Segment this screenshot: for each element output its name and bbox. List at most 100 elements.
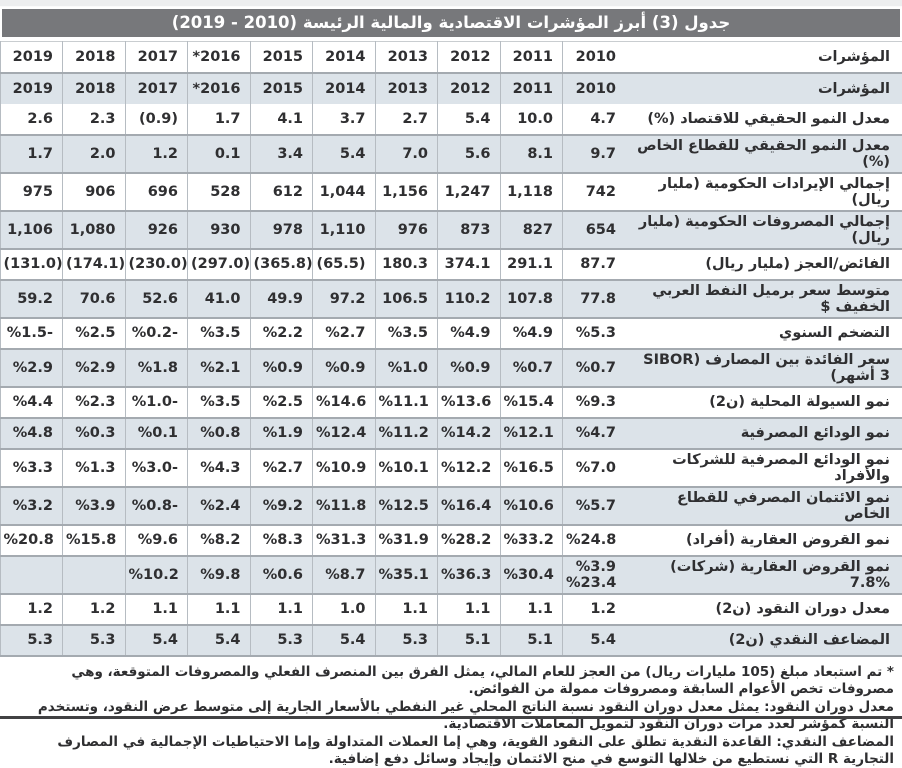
- row-label: معدل دوران النقود (ن2): [715, 601, 890, 617]
- value-cell: %2.9: [62, 348, 125, 387]
- value-cell: %1.5-: [0, 317, 63, 349]
- value-cell: %33.2: [499, 524, 563, 556]
- value-cell: 1,044: [312, 172, 375, 211]
- value-cell: (65.5): [312, 248, 375, 280]
- value-cell: %0.7: [499, 348, 563, 387]
- value-cell: %3.9 %23.4: [562, 555, 625, 594]
- value-cell: 976: [374, 210, 438, 249]
- value-cell: 374.1: [437, 248, 500, 280]
- value-cell: %3.5: [187, 386, 250, 418]
- table-row: متوسط سعر برميل النفط العربي الخفيف $ 77.…: [0, 279, 902, 318]
- value-cell: 2.7: [374, 103, 438, 135]
- value-cell: 1,247: [437, 172, 500, 211]
- value-cell: 5.4: [312, 134, 375, 173]
- value-cell: 5.1: [437, 624, 500, 656]
- value-cell: %28.2: [437, 524, 500, 556]
- value-cell: %1.3: [62, 448, 125, 487]
- value-cell: 873: [437, 210, 500, 249]
- value-cell: 1.0: [312, 593, 375, 625]
- year-header: 2010: [562, 41, 625, 73]
- value-cell: 612: [249, 172, 313, 211]
- table-title: جدول (3) أبرز المؤشرات الاقتصادية والمال…: [2, 9, 900, 37]
- row-label: إجمالي المصروفات الحكومية (مليار ريال): [638, 213, 890, 246]
- value-cell: 77.8: [562, 279, 625, 318]
- value-cell: 3.4: [249, 134, 313, 173]
- value-cell: %2.3: [62, 386, 125, 418]
- year-header: *2016: [187, 41, 250, 73]
- value-cell: 4.1: [249, 103, 313, 135]
- row-label: سعر الفائدة بين المصارف (SIBOR 3 أشهر): [643, 351, 890, 384]
- value-cell: %4.9: [437, 317, 500, 349]
- value-cell: %10.1: [374, 448, 438, 487]
- value-cell: %0.3: [62, 417, 125, 449]
- table-row: نمو الودائع المصرفية للشركات والأفراد %7.…: [0, 448, 902, 487]
- value-cell: %4.9: [499, 317, 563, 349]
- row-label: الفائض/العجز (مليار ريال): [705, 256, 890, 272]
- row-label: نمو الائتمان المصرفي للقطاع الخاص: [677, 489, 890, 522]
- value-cell: (297.0): [187, 248, 250, 280]
- value-cell: %2.1: [187, 348, 250, 387]
- value-cell: %11.2: [374, 417, 438, 449]
- value-cell: 696: [124, 172, 188, 211]
- table-body: معدل النمو الحقيقي للاقتصاد (%) 4.7 10.0 5.…: [0, 103, 902, 656]
- value-cell: %11.8: [312, 486, 375, 525]
- value-cell: 110.2: [437, 279, 500, 318]
- indicator-column-header: المؤشرات: [817, 80, 890, 97]
- value-cell: 5.3: [0, 624, 63, 656]
- row-label: التضخم السنوي: [779, 325, 890, 341]
- page-top-edge: [0, 0, 902, 7]
- value-cell: %31.9: [374, 524, 438, 556]
- value-cell: 5.4: [312, 624, 375, 656]
- value-cell: %31.3: [312, 524, 375, 556]
- value-cell: %1.0: [374, 348, 438, 387]
- value-cell: 5.4: [187, 624, 250, 656]
- value-cell: 1,156: [374, 172, 438, 211]
- value-cell: 926: [124, 210, 188, 249]
- value-cell: 5.4: [562, 624, 625, 656]
- value-cell: 7.0: [374, 134, 438, 173]
- value-cell: %3.3: [0, 448, 63, 487]
- year-header: 2012: [437, 41, 500, 73]
- table-row: معدل النمو الحقيقي للاقتصاد (%) 4.7 10.0 5.…: [0, 103, 902, 135]
- value-cell: %5.7: [562, 486, 625, 525]
- year-header: 2011: [499, 41, 563, 73]
- value-cell: %0.1: [124, 417, 188, 449]
- row-label: نمو القروض العقارية (أفراد): [685, 532, 890, 548]
- year-header: 2018: [62, 41, 125, 73]
- table-row: الفائض/العجز (مليار ريال) 87.7 291.1 374.1 1…: [0, 248, 902, 280]
- value-cell: %9.8: [187, 555, 250, 594]
- value-cell: 906: [62, 172, 125, 211]
- value-cell: %0.9: [249, 348, 313, 387]
- value-cell: %3.9: [62, 486, 125, 525]
- value-cell: 10.0: [499, 103, 563, 135]
- value-cell: 1,080: [62, 210, 125, 249]
- value-cell: %8.7: [312, 555, 375, 594]
- value-cell: %0.8: [187, 417, 250, 449]
- year-header: *2016: [187, 72, 250, 104]
- value-cell: 1.1: [374, 593, 438, 625]
- value-cell: (365.8): [249, 248, 313, 280]
- years-header-row-2: المؤشرات 2010 2011 2012 2013 2014 2015 *…: [0, 72, 902, 104]
- value-cell: %9.6: [124, 524, 188, 556]
- value-cell: 2.3: [62, 103, 125, 135]
- value-cell: %0.9: [437, 348, 500, 387]
- value-cell: 742: [562, 172, 625, 211]
- value-cell: %20.8: [0, 524, 63, 556]
- value-cell: %0.2-: [124, 317, 188, 349]
- value-cell: (0.9): [124, 103, 188, 135]
- year-header: 2011: [499, 72, 563, 104]
- value-cell: 1.1: [187, 593, 250, 625]
- value-cell: [62, 555, 125, 594]
- value-cell: 1.2: [0, 593, 63, 625]
- value-cell: %1.0-: [124, 386, 188, 418]
- value-cell: %11.1: [374, 386, 438, 418]
- value-cell: %3.5: [187, 317, 250, 349]
- value-cell: 5.4: [124, 624, 188, 656]
- value-cell: %10.6: [499, 486, 563, 525]
- value-cell: %2.5: [249, 386, 313, 418]
- value-cell: %4.4: [0, 386, 63, 418]
- footnote-money-multiplier: المضاعف النقدي: القاعدة النقدية تطلق على…: [57, 733, 894, 767]
- value-cell: %16.5: [499, 448, 563, 487]
- year-header: 2017: [124, 72, 188, 104]
